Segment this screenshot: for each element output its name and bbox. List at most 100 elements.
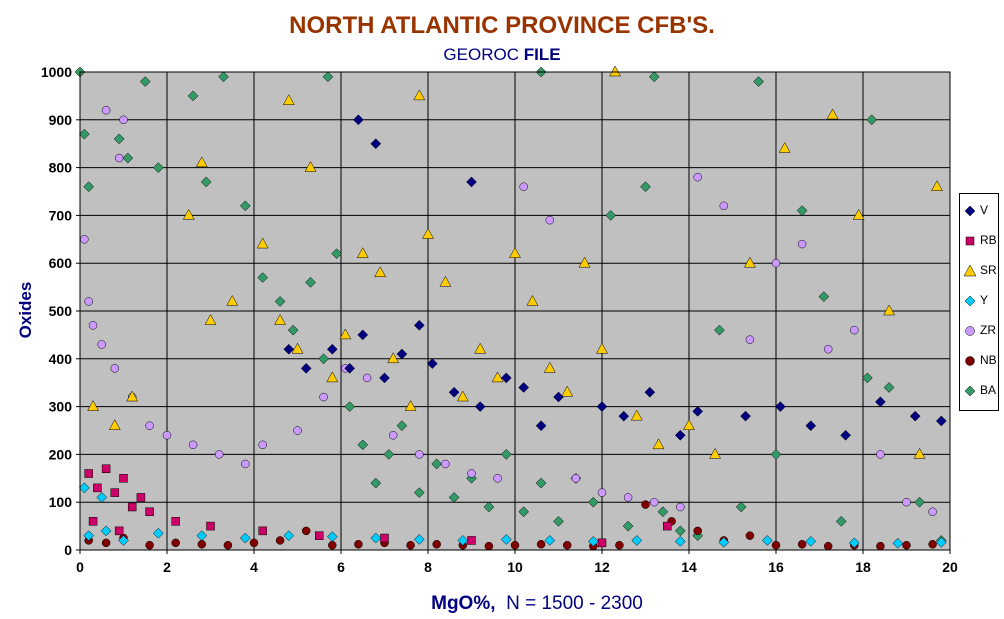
point-zr [258,440,267,450]
point-ba [200,176,212,188]
point-ba [640,181,651,193]
point-ba [622,520,634,532]
point-nb [354,540,363,549]
point-sr [274,314,287,325]
point-nb [301,526,311,536]
chart-subtitle: GEOROC FILE [0,45,1004,65]
point-sr [578,256,591,268]
point-zr [101,105,111,115]
point-ba [431,458,443,470]
point-nb [693,526,702,536]
point-zr [493,474,502,483]
point-v [805,420,817,432]
point-sr [304,161,317,172]
point-zr [441,459,450,469]
point-v [840,429,851,441]
point-zr [693,172,702,182]
point-y [500,534,512,545]
point-sr [931,180,943,191]
point-ba [318,353,329,365]
point-rb [136,493,146,502]
point-sr [852,208,865,220]
point-sr [87,400,99,411]
point-nb [928,540,937,549]
y-tick-label: 900 [49,112,73,128]
point-y [718,536,730,548]
point-nb [797,540,807,549]
point-rb [119,474,128,483]
legend-label-zr: ZR [980,323,996,337]
point-zr [110,364,120,373]
point-zr [519,182,528,191]
point-zr [850,325,859,335]
legend: V RB SR Y ZR NB BA [959,193,999,411]
y-tick-label: 700 [49,207,73,223]
point-sr [422,228,434,239]
point-nb [484,541,494,551]
point-v [875,396,886,408]
point-ba [796,205,808,216]
point-v [935,415,947,427]
point-nb [876,541,885,551]
point-ba [331,248,343,259]
point-v [426,358,438,369]
point-ba [735,501,747,513]
point-y [100,525,112,537]
x-tick-label: 14 [681,559,697,575]
point-zr [80,235,89,244]
point-v [774,401,786,412]
point-sr [561,385,574,397]
point-y [805,536,817,547]
point-zr [145,421,154,430]
x-tick-label: 6 [337,559,345,575]
point-rb [127,502,137,512]
point-zr [188,440,198,450]
point-zr [84,297,93,306]
point-ba [866,114,878,126]
point-ba [714,324,725,336]
chart-title: NORTH ATLANTIC PROVINCE CFB'S. [289,12,715,39]
y-axis-label: Oxides [16,281,35,339]
point-rb [206,521,215,531]
point-sr [126,390,139,402]
point-y [848,537,860,549]
point-sr [683,419,695,430]
point-ba [78,128,90,140]
point-zr [676,502,685,512]
point-v [740,410,751,422]
x-axis-label-rest: N = 1500 - 2300 [495,593,643,614]
point-ba [818,291,830,303]
point-v [344,363,356,374]
point-zr [719,201,729,211]
y-tick-label: 800 [49,160,73,176]
point-ba [370,477,382,489]
point-sr [826,108,839,120]
point-zr [119,115,128,125]
point-v [618,410,630,422]
point-zr [319,392,328,402]
point-rb [93,483,102,493]
point-y [326,531,338,542]
point-rb [258,526,267,536]
point-sr [652,438,665,450]
point-sr [630,409,643,421]
point-zr [876,450,885,459]
point-nb [171,538,180,548]
y-tick-label: 1000 [41,64,72,80]
x-tick-label: 8 [424,559,432,575]
point-v [326,343,338,355]
point-ba [605,210,617,221]
plot-frame [79,71,951,551]
point-zr [797,239,807,249]
point-v [644,386,656,398]
point-sr [108,419,121,430]
point-zr [162,431,172,440]
point-v [500,372,512,384]
point-sr [226,294,239,306]
point-ba [305,276,316,288]
point-y [544,535,556,546]
point-zr [597,488,607,497]
point-v [596,401,608,412]
point-y [78,482,90,494]
